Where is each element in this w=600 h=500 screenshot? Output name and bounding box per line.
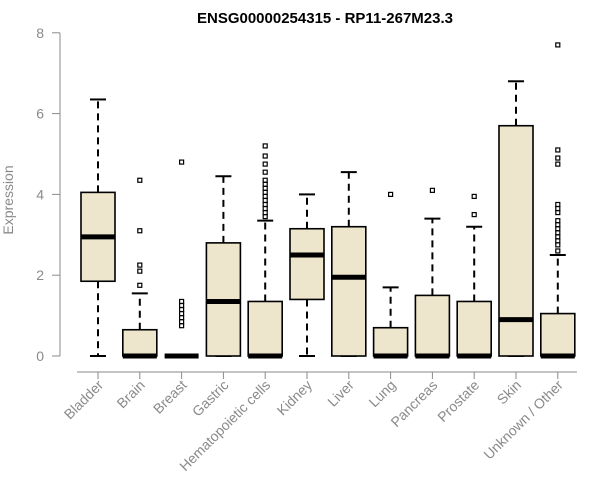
box-bladder xyxy=(80,98,116,357)
box-hematopoietic-cells xyxy=(247,143,283,359)
outlier-point xyxy=(555,226,561,232)
x-tick-label: Bladder xyxy=(61,377,107,423)
outlier-point xyxy=(262,169,268,175)
box-liver xyxy=(330,171,367,357)
box-kidney xyxy=(289,193,325,357)
outlier-point xyxy=(137,282,143,288)
outlier-point xyxy=(262,201,268,208)
boxes-group xyxy=(80,42,576,359)
box-body xyxy=(122,328,158,357)
x-tick-label: Skin xyxy=(494,377,525,408)
outlier-point xyxy=(555,42,561,48)
box-body xyxy=(372,326,409,357)
x-tick-label: Breast xyxy=(150,377,190,417)
outlier-point xyxy=(262,214,268,220)
outlier-point xyxy=(555,147,561,153)
outlier-point xyxy=(262,185,268,191)
outlier-point xyxy=(262,161,268,167)
x-tick-label: Unknown / Other xyxy=(480,377,566,463)
outlier-point xyxy=(555,209,561,216)
outlier-point xyxy=(555,218,561,224)
outlier-point xyxy=(179,310,185,317)
outlier-point xyxy=(555,238,561,244)
box-body xyxy=(330,225,367,357)
outlier-point xyxy=(179,306,185,313)
outlier-point xyxy=(471,212,477,218)
outlier-point xyxy=(555,234,561,240)
outlier-point xyxy=(137,268,143,274)
outlier-point xyxy=(471,193,477,200)
box-brain xyxy=(122,177,158,359)
outlier-point xyxy=(179,302,185,309)
outlier-point xyxy=(262,193,268,200)
y-tick-label: 4 xyxy=(36,186,44,202)
box-body xyxy=(289,227,325,301)
outlier-point xyxy=(555,155,561,161)
outlier-point xyxy=(262,143,268,149)
chart-title: ENSG00000254315 - RP11-267M23.3 xyxy=(197,10,453,27)
outlier-point xyxy=(137,228,143,234)
outlier-point xyxy=(555,242,561,248)
x-tick-label: Lung xyxy=(365,377,398,410)
outlier-point xyxy=(555,161,561,167)
box-unknown-other xyxy=(539,42,576,359)
outlier-point xyxy=(262,177,268,183)
outlier-point xyxy=(179,323,185,329)
outlier-point xyxy=(137,177,143,183)
outlier-point xyxy=(388,191,394,197)
box-pancreas xyxy=(414,187,451,359)
box-skin xyxy=(498,80,534,357)
y-tick-label: 0 xyxy=(36,348,44,364)
box-prostate xyxy=(456,193,493,359)
outlier-point xyxy=(179,319,185,325)
x-tick-label: Kidney xyxy=(274,377,316,419)
y-axis-ticks: 0 2 4 6 8 xyxy=(36,25,60,364)
outlier-point xyxy=(555,201,561,208)
box-breast xyxy=(164,159,199,359)
outlier-point xyxy=(262,209,268,216)
x-tick-label: Prostate xyxy=(434,377,482,425)
y-tick-label: 2 xyxy=(36,267,44,283)
x-tick-label: Brain xyxy=(113,377,147,411)
outlier-point xyxy=(262,197,268,204)
y-tick-label: 8 xyxy=(36,25,44,41)
outlier-point xyxy=(555,230,561,236)
outlier-point xyxy=(179,159,185,165)
outlier-point xyxy=(555,222,561,228)
y-tick-label: 6 xyxy=(36,106,44,122)
y-axis-title: Expression xyxy=(0,165,16,234)
outlier-point xyxy=(262,181,268,187)
outlier-point xyxy=(262,153,268,159)
outlier-point xyxy=(555,205,561,212)
outlier-point xyxy=(262,189,268,195)
outlier-point xyxy=(179,298,185,305)
box-lung xyxy=(372,191,409,359)
box-body xyxy=(456,300,493,357)
outlier-point xyxy=(429,187,435,193)
box-body xyxy=(247,300,283,357)
outlier-point xyxy=(555,248,561,254)
x-tick-label: Liver xyxy=(324,377,357,410)
box-body xyxy=(414,294,451,357)
outlier-point xyxy=(262,205,268,212)
box-body xyxy=(539,312,576,357)
outlier-point xyxy=(179,315,185,321)
outlier-point xyxy=(137,262,143,268)
box-gastric xyxy=(205,175,242,357)
